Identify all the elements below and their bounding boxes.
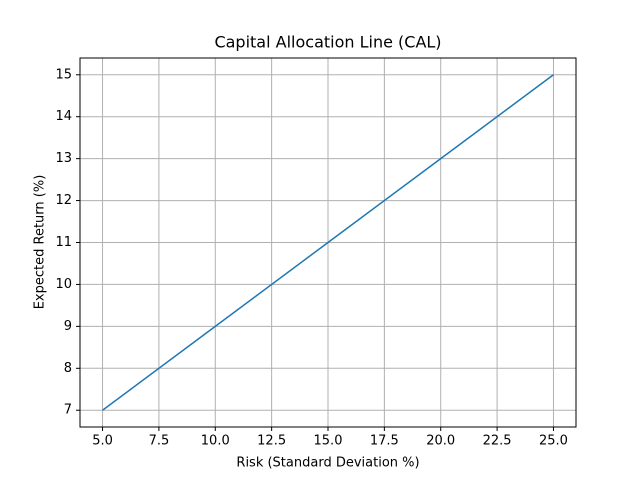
chart-title: Capital Allocation Line (CAL): [214, 33, 441, 52]
line: [102, 74, 554, 411]
y-tick-label: 8: [64, 361, 72, 376]
y-tick-label: 9: [64, 319, 72, 334]
y-tick-label: 15: [55, 67, 72, 82]
y-axis-label: Expected Return (%): [33, 175, 48, 310]
x-tick-label: 25.0: [539, 434, 568, 449]
x-tick-label: 7.5: [149, 434, 170, 449]
x-tick-label: 17.5: [370, 434, 399, 449]
y-tick-label: 10: [55, 277, 72, 292]
y-tick-label: 11: [55, 235, 72, 250]
y-tick-label: 14: [55, 109, 72, 124]
y-tick-label: 12: [55, 193, 72, 208]
x-tick-label: 20.0: [426, 434, 455, 449]
x-tick-label: 22.5: [483, 434, 512, 449]
x-tick-label: 12.5: [257, 434, 286, 449]
x-axis-label: Risk (Standard Deviation %): [236, 456, 419, 471]
x-tick-label: 5.0: [92, 434, 113, 449]
y-tick-label: 7: [64, 403, 72, 418]
x-tick-label: 15.0: [314, 434, 343, 449]
x-tick-label: 10.0: [201, 434, 230, 449]
plot-frame: [79, 57, 577, 428]
y-tick-label: 13: [55, 151, 72, 166]
